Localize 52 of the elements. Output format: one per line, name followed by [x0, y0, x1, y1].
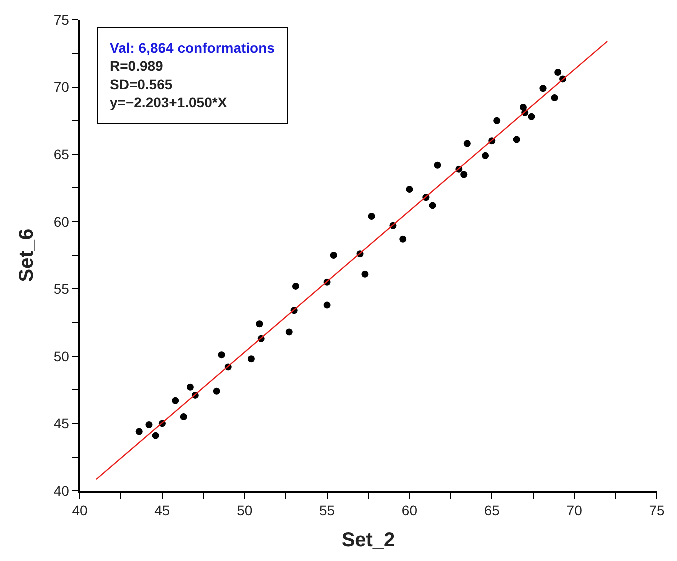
point — [429, 202, 436, 210]
point — [554, 68, 562, 76]
point — [368, 212, 376, 220]
point — [494, 117, 501, 124]
point — [172, 397, 180, 404]
point — [528, 113, 536, 120]
x-tick-label: 55 — [320, 502, 336, 519]
point — [434, 162, 442, 169]
point — [256, 320, 264, 328]
point — [520, 104, 527, 111]
point — [286, 328, 293, 336]
point — [218, 352, 226, 359]
point — [213, 388, 220, 395]
annotation: SD=0.565 — [110, 76, 173, 92]
annotation: Val: 6,864 conformations — [110, 40, 276, 56]
point — [186, 384, 194, 391]
x-axis-title: Set_2 — [342, 530, 396, 552]
y-axis-title: Set_6 — [16, 228, 38, 282]
point — [482, 152, 490, 160]
point — [362, 270, 369, 278]
point — [513, 136, 520, 144]
x-tick-label: 60 — [402, 502, 418, 519]
x-tick-label: 70 — [566, 502, 583, 519]
y-tick-label: 65 — [54, 146, 70, 162]
point — [406, 186, 414, 194]
x-tick-label: 50 — [237, 502, 253, 519]
point — [146, 422, 153, 429]
annotation: R=0.989 — [110, 58, 164, 74]
y-tick-label: 40 — [54, 482, 70, 499]
y-tick-label: 55 — [54, 281, 70, 298]
point — [248, 356, 255, 363]
point — [330, 252, 338, 259]
point — [180, 413, 188, 420]
x-tick-label: 45 — [154, 502, 170, 519]
annotation: y=−2.203+1.050*X — [110, 94, 228, 111]
point — [540, 85, 547, 92]
point — [136, 428, 143, 436]
point — [292, 282, 300, 290]
x-tick-label: 65 — [484, 502, 500, 519]
point — [464, 140, 471, 148]
y-tick-label: 75 — [54, 12, 70, 28]
y-tick-label: 50 — [54, 348, 70, 364]
point — [460, 171, 468, 178]
y-tick-label: 45 — [54, 416, 70, 432]
y-tick-label: 60 — [54, 214, 70, 230]
x-tick-label: 75 — [649, 502, 665, 519]
point — [324, 302, 331, 309]
point — [152, 432, 160, 440]
y-tick-label: 70 — [54, 79, 70, 96]
point — [400, 236, 407, 243]
point — [551, 94, 558, 102]
x-tick-label: 40 — [72, 502, 88, 519]
